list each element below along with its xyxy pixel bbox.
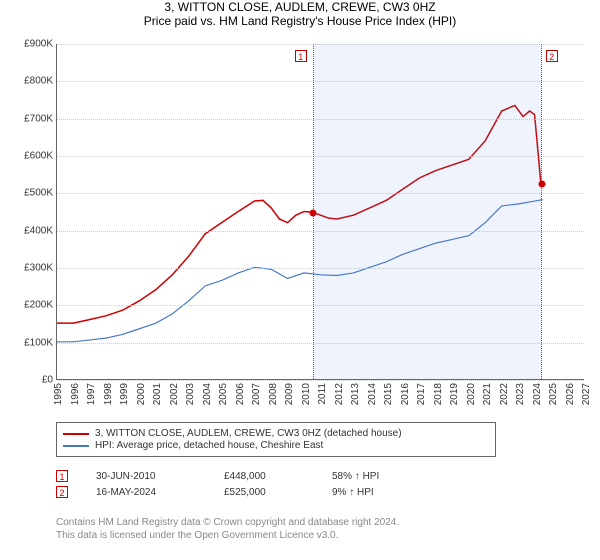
legend-swatch: [63, 433, 89, 435]
chart-title: 3, WITTON CLOSE, AUDLEM, CREWE, CW3 0HZ: [0, 0, 600, 14]
xtick-label: 2019: [449, 383, 460, 405]
xtick-label: 2007: [251, 383, 262, 405]
xtick-label: 2013: [350, 383, 361, 405]
legend-label: 3, WITTON CLOSE, AUDLEM, CREWE, CW3 0HZ …: [95, 428, 402, 439]
xtick-label: 2004: [202, 383, 213, 405]
chart-subtitle: Price paid vs. HM Land Registry's House …: [0, 14, 600, 28]
ytick-label: £0: [42, 375, 53, 386]
xtick-label: 2025: [548, 383, 559, 405]
xtick-label: 2026: [565, 383, 576, 405]
xtick-label: 2015: [383, 383, 394, 405]
footer-line1: Contains HM Land Registry data © Crown c…: [56, 516, 399, 529]
xtick-label: 1999: [119, 383, 130, 405]
event-hpi: 9% ↑ HPI: [332, 487, 432, 498]
xtick-label: 2001: [152, 383, 163, 405]
xtick-label: 2011: [317, 383, 328, 405]
footer-line2: This data is licensed under the Open Gov…: [56, 529, 399, 542]
xtick-label: 2012: [334, 383, 345, 405]
event-price: £448,000: [224, 471, 304, 482]
plot-area: £0£100K£200K£300K£400K£500K£600K£700K£80…: [56, 44, 584, 380]
xtick-label: 2022: [499, 383, 510, 405]
xtick-label: 2008: [268, 383, 279, 405]
ytick-label: £600K: [24, 151, 53, 162]
xtick-label: 2027: [581, 383, 592, 405]
event-date: 30-JUN-2010: [96, 471, 196, 482]
event-row: 2 16-MAY-2024 £525,000 9% ↑ HPI: [56, 486, 566, 498]
ytick-label: £300K: [24, 263, 53, 274]
event-price: £525,000: [224, 487, 304, 498]
xtick-label: 2020: [466, 383, 477, 405]
xtick-label: 2003: [185, 383, 196, 405]
ytick-label: £900K: [24, 39, 53, 50]
gridline-h: [57, 380, 584, 381]
event-date: 16-MAY-2024: [96, 487, 196, 498]
xtick-label: 2023: [515, 383, 526, 405]
event-flag: 1: [56, 470, 68, 482]
legend-item: HPI: Average price, detached house, Ches…: [63, 440, 489, 451]
chart-container: 3, WITTON CLOSE, AUDLEM, CREWE, CW3 0HZ …: [0, 0, 600, 560]
xtick-label: 2002: [169, 383, 180, 405]
xtick-label: 2021: [482, 383, 493, 405]
legend-box: 3, WITTON CLOSE, AUDLEM, CREWE, CW3 0HZ …: [56, 422, 496, 457]
ytick-label: £100K: [24, 337, 53, 348]
xtick-label: 1996: [70, 383, 81, 405]
event-flag: 2: [56, 486, 68, 498]
marker-point: [309, 209, 316, 216]
shaded-region: [313, 44, 542, 379]
ytick-label: £400K: [24, 225, 53, 236]
marker-point: [538, 181, 545, 188]
xtick-label: 2000: [136, 383, 147, 405]
xtick-label: 2005: [218, 383, 229, 405]
events-table: 1 30-JUN-2010 £448,000 58% ↑ HPI 2 16-MAY-202…: [56, 466, 566, 502]
ytick-label: £200K: [24, 300, 53, 311]
legend-label: HPI: Average price, detached house, Ches…: [95, 440, 323, 451]
xtick-label: 1997: [86, 383, 97, 405]
xtick-label: 2010: [301, 383, 312, 405]
xtick-label: 1998: [103, 383, 114, 405]
legend-swatch: [63, 445, 89, 447]
event-row: 1 30-JUN-2010 £448,000 58% ↑ HPI: [56, 470, 566, 482]
xtick-label: 2016: [400, 383, 411, 405]
xtick-label: 2024: [532, 383, 543, 405]
ytick-label: £700K: [24, 113, 53, 124]
xtick-label: 2017: [416, 383, 427, 405]
legend-item: 3, WITTON CLOSE, AUDLEM, CREWE, CW3 0HZ …: [63, 428, 489, 439]
xtick-label: 2009: [284, 383, 295, 405]
xtick-label: 2014: [367, 383, 378, 405]
xtick-label: 2006: [235, 383, 246, 405]
xtick-label: 2018: [433, 383, 444, 405]
ytick-label: £500K: [24, 188, 53, 199]
event-hpi: 58% ↑ HPI: [332, 471, 432, 482]
flag-marker: 1: [295, 50, 307, 62]
xtick-label: 1995: [53, 383, 64, 405]
footer-text: Contains HM Land Registry data © Crown c…: [56, 516, 399, 542]
ytick-label: £800K: [24, 76, 53, 87]
flag-marker: 2: [546, 50, 558, 62]
